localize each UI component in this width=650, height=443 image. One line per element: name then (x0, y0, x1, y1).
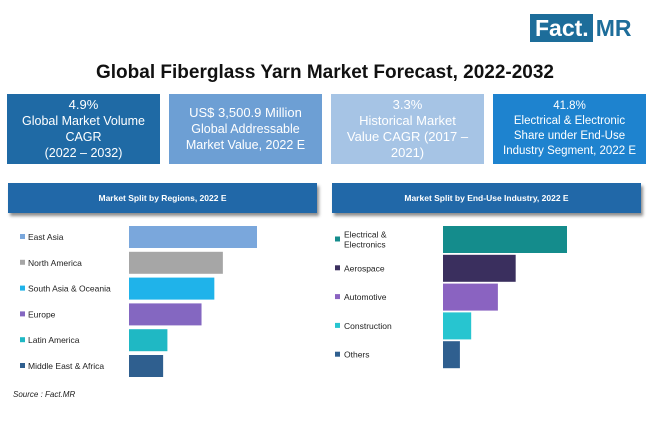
bar-electrical-electronics (443, 226, 567, 253)
kpi-3-line2: Historical Market (359, 113, 456, 128)
legend-marker-construction (335, 322, 340, 328)
kpi-3-line3: Value CAGR (2017 – (346, 129, 469, 144)
bar-middle-east-africa (129, 355, 164, 377)
category-label-south-asia-oceania: South Asia & Oceania (28, 284, 111, 294)
page-title: Global Fiberglass Yarn Market Forecast, … (96, 62, 554, 83)
kpi-2-line3: Market Value, 2022 E (185, 138, 306, 152)
category-label-construction: Construction (344, 321, 392, 331)
bar-europe (129, 303, 202, 326)
kpi-1-line4: (2022 – 2032) (44, 146, 123, 160)
kpi-4-line3: Share under End-Use (513, 130, 626, 142)
kpi-card-electrical-share: 41.8% Electrical & Electronic Share unde… (493, 94, 646, 164)
legend-marker-automotive (335, 294, 340, 300)
kpi-3-line1: 3.3% (392, 97, 423, 112)
kpi-card-market-value: US$ 3,500.9 Million Global Addressable M… (169, 94, 322, 164)
category-label-middle-east-africa: Middle East & Africa (28, 361, 104, 371)
kpi-card-volume-cagr: 4.9% Global Market Volume CAGR (2022 – 2… (7, 94, 160, 164)
kpi-1-line2: Global Market Volume (22, 114, 145, 128)
legend-marker-latin-america (20, 337, 25, 343)
end-use-chart-title: Market Split by End-Use Industry, 2022 E (332, 183, 641, 213)
legend-marker-east-asia (20, 234, 25, 239)
bar-east-asia (129, 226, 257, 248)
legend-marker-south-asia-oceania (20, 285, 25, 291)
kpi-2-line1: US$ 3,500.9 Million (189, 105, 302, 120)
bar-construction (443, 312, 472, 340)
kpi-4-line2: Electrical & Electronic (513, 115, 626, 127)
logo-part-1: Fact. (530, 14, 593, 42)
kpi-1-line1: 4.9% (68, 97, 99, 112)
bar-automotive (443, 283, 498, 311)
legend-marker-north-america (20, 259, 25, 265)
category-label-east-asia: East Asia (28, 232, 64, 242)
fact-mr-logo: Fact. MR (530, 14, 633, 42)
regions-chart-title: Market Split by Regions, 2022 E (8, 183, 317, 213)
category-label-north-america: North America (28, 258, 82, 268)
kpi-3-line4: 2021) (390, 145, 425, 160)
kpi-4-line1: 41.8% (553, 100, 586, 112)
category-label-europe: Europe (28, 309, 56, 319)
category-label-others: Others (344, 350, 370, 360)
legend-marker-aerospace (335, 265, 340, 271)
kpi-4-line4: Industry Segment, 2022 E (503, 145, 636, 157)
bar-north-america (129, 251, 223, 274)
kpi-card-historical-cagr: 3.3% Historical Market Value CAGR (2017 … (331, 94, 484, 164)
bar-aerospace (443, 254, 516, 282)
bar-others (443, 341, 460, 369)
source-note: Source : Fact.MR (13, 390, 76, 399)
category-label-aerospace: Aerospace (344, 263, 385, 273)
legend-marker-others (335, 351, 340, 357)
legend-marker-middle-east-africa (20, 363, 25, 368)
category-label-latin-america: Latin America (28, 335, 80, 345)
category-label-automotive: Automotive (344, 292, 387, 302)
legend-marker-europe (20, 311, 25, 317)
logo-part-2: MR (595, 15, 632, 41)
legend-marker-electrical-electronics (335, 236, 340, 242)
bar-south-asia-oceania (129, 277, 215, 300)
category-label-electrical-electronics: Electrical & Electronics (344, 230, 387, 250)
kpi-1-line3: CAGR (65, 130, 102, 144)
bar-latin-america (129, 329, 168, 352)
kpi-2-line2: Global Addressable (191, 122, 300, 136)
